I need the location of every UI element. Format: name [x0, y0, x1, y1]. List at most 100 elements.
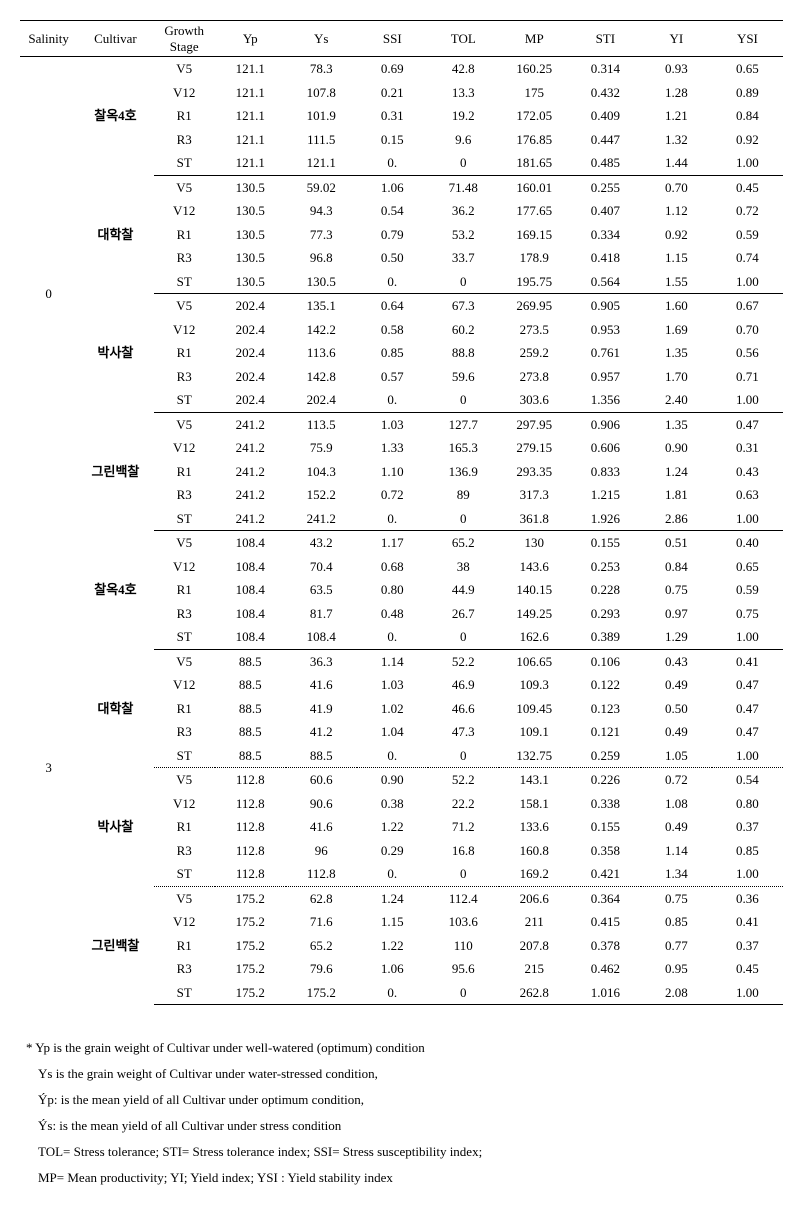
growth-stage-cell: V5	[154, 531, 215, 555]
data-cell: 0.90	[641, 436, 712, 460]
data-cell: 140.15	[499, 578, 570, 602]
footnote-line: * Yp is the grain weight of Cultivar und…	[26, 1035, 783, 1061]
data-cell: 0.71	[712, 365, 783, 389]
data-cell: 16.8	[428, 839, 499, 863]
data-cell: 149.25	[499, 602, 570, 626]
data-cell: 127.7	[428, 412, 499, 436]
data-cell: 0.51	[641, 531, 712, 555]
data-cell: 1.70	[641, 365, 712, 389]
data-cell: 0.364	[570, 886, 641, 910]
data-cell: 1.05	[641, 744, 712, 768]
data-cell: 177.65	[499, 199, 570, 223]
table-row: 그린백찰V5241.2113.51.03127.7297.950.9061.35…	[20, 412, 783, 436]
data-cell: 0.106	[570, 649, 641, 673]
data-cell: 121.1	[215, 151, 286, 175]
data-cell: 0.255	[570, 175, 641, 199]
growth-stage-cell: V5	[154, 649, 215, 673]
data-cell: 0.447	[570, 128, 641, 152]
cultivar-cell: 찰옥4호	[77, 57, 153, 176]
data-cell: 176.85	[499, 128, 570, 152]
data-cell: 65.2	[428, 531, 499, 555]
data-cell: 108.4	[215, 578, 286, 602]
data-cell: 41.2	[286, 720, 357, 744]
data-cell: 121.1	[215, 128, 286, 152]
data-cell: 0.90	[357, 768, 428, 792]
data-cell: 0.97	[641, 602, 712, 626]
growth-stage-cell: R1	[154, 341, 215, 365]
data-cell: 0.43	[712, 460, 783, 484]
data-cell: 43.2	[286, 531, 357, 555]
growth-stage-cell: R3	[154, 365, 215, 389]
data-cell: 0.58	[357, 318, 428, 342]
data-cell: 0.43	[641, 649, 712, 673]
col-ysi: YSI	[712, 21, 783, 57]
table-header: Salinity Cultivar GrowthStage Yp Ys SSI …	[20, 21, 783, 57]
data-cell: 202.4	[215, 341, 286, 365]
data-cell: 71.48	[428, 175, 499, 199]
data-cell: 41.6	[286, 815, 357, 839]
data-cell: 175.2	[286, 981, 357, 1005]
growth-stage-cell: R3	[154, 839, 215, 863]
growth-stage-cell: R1	[154, 934, 215, 958]
data-cell: 1.60	[641, 294, 712, 318]
data-cell: 0.59	[712, 223, 783, 247]
data-cell: 279.15	[499, 436, 570, 460]
data-cell: 293.35	[499, 460, 570, 484]
growth-stage-cell: V5	[154, 412, 215, 436]
data-cell: 0.409	[570, 104, 641, 128]
data-cell: 0.80	[712, 792, 783, 816]
data-cell: 1.33	[357, 436, 428, 460]
data-cell: 178.9	[499, 246, 570, 270]
data-cell: 107.8	[286, 81, 357, 105]
data-cell: 1.35	[641, 341, 712, 365]
data-cell: 22.2	[428, 792, 499, 816]
growth-stage-cell: R1	[154, 460, 215, 484]
data-cell: 0.85	[641, 910, 712, 934]
data-cell: 0.72	[357, 483, 428, 507]
data-cell: 0.418	[570, 246, 641, 270]
data-cell: 0.293	[570, 602, 641, 626]
data-cell: 0.80	[357, 578, 428, 602]
data-cell: 71.2	[428, 815, 499, 839]
data-cell: 130	[499, 531, 570, 555]
growth-stage-cell: R3	[154, 246, 215, 270]
data-cell: 0.59	[712, 578, 783, 602]
data-cell: 0.389	[570, 625, 641, 649]
data-cell: 0.226	[570, 768, 641, 792]
data-cell: 0.906	[570, 412, 641, 436]
data-cell: 108.4	[286, 625, 357, 649]
data-cell: 94.3	[286, 199, 357, 223]
data-cell: 0.37	[712, 934, 783, 958]
data-cell: 0.21	[357, 81, 428, 105]
data-cell: 241.2	[286, 507, 357, 531]
data-cell: 0	[428, 862, 499, 886]
data-cell: 1.24	[357, 886, 428, 910]
data-cell: 121.1	[215, 81, 286, 105]
col-tol: TOL	[428, 21, 499, 57]
col-growth-stage: GrowthStage	[154, 21, 215, 57]
data-cell: 142.2	[286, 318, 357, 342]
data-cell: 1.00	[712, 862, 783, 886]
data-cell: 1.15	[357, 910, 428, 934]
data-cell: 0.123	[570, 697, 641, 721]
data-cell: 0.953	[570, 318, 641, 342]
data-cell: 0	[428, 270, 499, 294]
data-cell: 175.2	[215, 910, 286, 934]
data-cell: 0.378	[570, 934, 641, 958]
growth-stage-cell: ST	[154, 625, 215, 649]
cultivar-cell: 대학찰	[77, 175, 153, 294]
data-cell: 0.74	[712, 246, 783, 270]
data-cell: 0.37	[712, 815, 783, 839]
data-cell: 0.334	[570, 223, 641, 247]
data-cell: 0.49	[641, 720, 712, 744]
data-cell: 160.8	[499, 839, 570, 863]
data-cell: 88.5	[286, 744, 357, 768]
data-cell: 0.	[357, 625, 428, 649]
data-cell: 0.38	[357, 792, 428, 816]
data-cell: 0.75	[641, 886, 712, 910]
data-cell: 19.2	[428, 104, 499, 128]
data-cell: 181.65	[499, 151, 570, 175]
data-cell: 0.72	[712, 199, 783, 223]
data-cell: 259.2	[499, 341, 570, 365]
cultivar-cell: 박사찰	[77, 768, 153, 887]
